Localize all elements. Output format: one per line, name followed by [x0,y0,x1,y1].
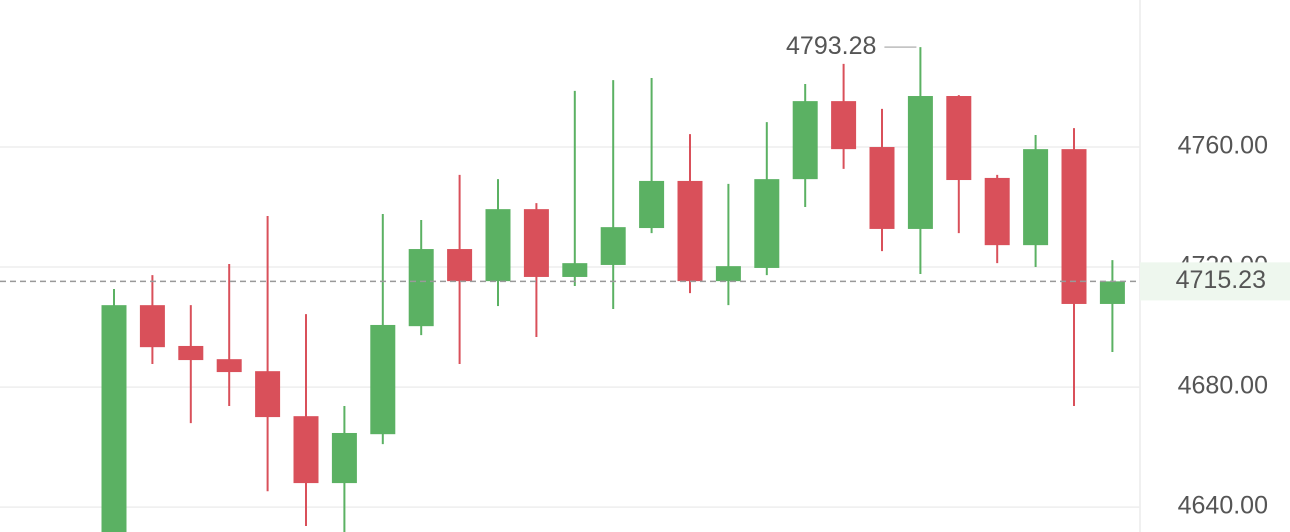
candle-body [907,96,933,229]
candle-body [408,249,434,327]
candle-body [1061,149,1087,304]
candle-body [984,177,1010,246]
y-tick-label: 4680.00 [1178,372,1268,400]
candle-body [139,305,165,348]
candle-body [255,371,281,418]
candle-body [562,263,588,277]
high-label: 4793.28 [786,32,876,60]
candle-body [1099,281,1125,304]
candle-body [178,345,204,361]
candle-body [831,101,857,150]
candle-body [869,147,895,229]
candle-body [101,305,127,532]
candle-body [754,179,780,268]
candle-body [600,227,626,265]
candle-body [677,180,703,282]
candle-body [331,432,357,484]
candle-body [447,249,473,282]
candle-body [946,96,972,181]
candle-body [523,209,549,277]
candle-body [639,180,665,229]
last-price-label: 4715.23 [1176,266,1266,294]
candle-body [370,324,396,435]
y-tick-label: 4640.00 [1178,492,1268,520]
candle-body [792,101,818,180]
candle-body [715,266,741,282]
candle-body [293,416,319,484]
last-price-bg [1140,262,1290,301]
candle-body [216,359,242,373]
y-tick-label: 4760.00 [1178,132,1268,160]
candle-body [485,209,511,282]
candle-body [1023,149,1049,246]
